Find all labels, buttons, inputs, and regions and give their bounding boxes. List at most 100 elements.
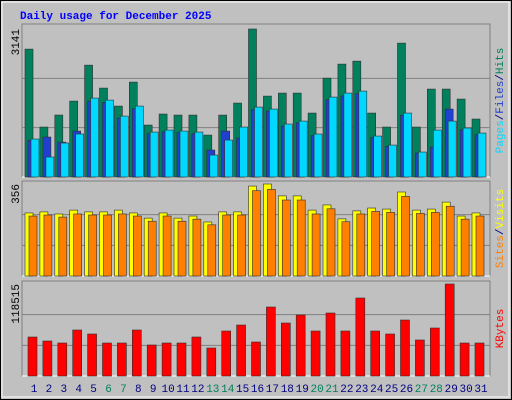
legend-entry: KBytes <box>495 309 507 349</box>
bar <box>386 212 395 277</box>
bar <box>388 144 397 178</box>
bar <box>75 133 84 178</box>
bar <box>401 196 410 277</box>
bar <box>251 341 261 377</box>
bar <box>179 130 189 178</box>
bar <box>252 190 261 277</box>
x-tick-label: 14 <box>221 384 235 396</box>
bar <box>164 129 174 178</box>
bar <box>118 213 127 277</box>
bar <box>325 312 336 377</box>
bar <box>460 218 470 277</box>
x-tick-label: 26 <box>400 384 413 396</box>
legend-separator: / <box>495 228 507 235</box>
bar <box>162 215 172 277</box>
bar <box>385 333 395 377</box>
bar <box>147 220 157 277</box>
bar <box>283 123 293 178</box>
x-tick-label: 9 <box>150 384 157 396</box>
bar <box>209 154 219 178</box>
bar <box>403 112 412 178</box>
bar <box>133 215 142 277</box>
bar <box>418 151 427 178</box>
bar <box>57 342 68 377</box>
bar <box>311 213 321 277</box>
x-tick-label: 23 <box>355 384 368 396</box>
bar <box>313 133 323 178</box>
bar <box>474 342 485 377</box>
bar <box>356 213 366 277</box>
bar <box>206 347 217 377</box>
bar <box>45 156 55 178</box>
bar <box>477 132 487 178</box>
x-tick-label: 17 <box>266 384 279 396</box>
x-tick-label: 2 <box>46 384 53 396</box>
bar <box>459 342 470 377</box>
bar <box>296 199 306 277</box>
bar <box>373 135 383 178</box>
bar <box>237 214 246 277</box>
bar <box>358 90 368 178</box>
legend-entry: Sites <box>495 235 507 268</box>
x-tick-label: 18 <box>281 384 294 396</box>
bar <box>149 131 159 178</box>
bar <box>475 215 485 277</box>
legend: Pages/Files/Hits <box>495 48 507 154</box>
legend-entry: Files <box>495 81 507 114</box>
bar <box>400 319 410 377</box>
bar <box>105 99 114 178</box>
x-tick-label: 19 <box>296 384 309 396</box>
x-tick-label: 11 <box>176 384 190 396</box>
bar <box>87 333 97 377</box>
bar <box>462 127 472 178</box>
y-max-label: 356 <box>11 184 23 204</box>
bar <box>90 97 99 178</box>
bar <box>72 329 82 377</box>
bar <box>295 314 306 377</box>
x-tick-label: 24 <box>370 384 384 396</box>
legend: KBytes <box>495 309 507 349</box>
bar <box>444 283 455 377</box>
bar <box>58 216 68 277</box>
legend: Sites/Visits <box>495 189 507 268</box>
x-tick-label: 27 <box>415 384 428 396</box>
y-max-label: 3141 <box>11 29 23 56</box>
legend-entry: Visits <box>495 189 507 229</box>
bar <box>343 92 353 178</box>
bar <box>341 221 351 277</box>
bar <box>194 131 204 178</box>
x-tick-label: 21 <box>325 384 339 396</box>
bar <box>281 199 291 277</box>
x-tick-label: 30 <box>459 384 472 396</box>
x-tick-label: 4 <box>75 384 82 396</box>
bar <box>102 342 112 377</box>
bar <box>280 322 291 377</box>
x-tick-label: 22 <box>340 384 353 396</box>
x-tick-label: 15 <box>236 384 249 396</box>
bar <box>429 327 440 377</box>
bar <box>328 96 338 178</box>
x-tick-label: 25 <box>385 384 398 396</box>
bar <box>146 344 157 377</box>
x-tick-label: 13 <box>206 384 219 396</box>
bar <box>269 108 278 178</box>
bar <box>120 115 129 178</box>
x-tick-label: 29 <box>445 384 458 396</box>
x-tick-label: 7 <box>120 384 127 396</box>
bar <box>326 208 336 277</box>
bar <box>135 105 144 178</box>
bar <box>430 212 440 277</box>
bar <box>132 329 142 377</box>
x-tick-label: 5 <box>90 384 97 396</box>
bar <box>28 215 38 277</box>
x-tick-label: 10 <box>161 384 174 396</box>
bar <box>340 330 351 377</box>
bar <box>161 342 172 377</box>
bar <box>30 138 40 178</box>
bar <box>266 306 276 377</box>
x-tick-label: 20 <box>310 384 323 396</box>
bar <box>222 214 231 277</box>
